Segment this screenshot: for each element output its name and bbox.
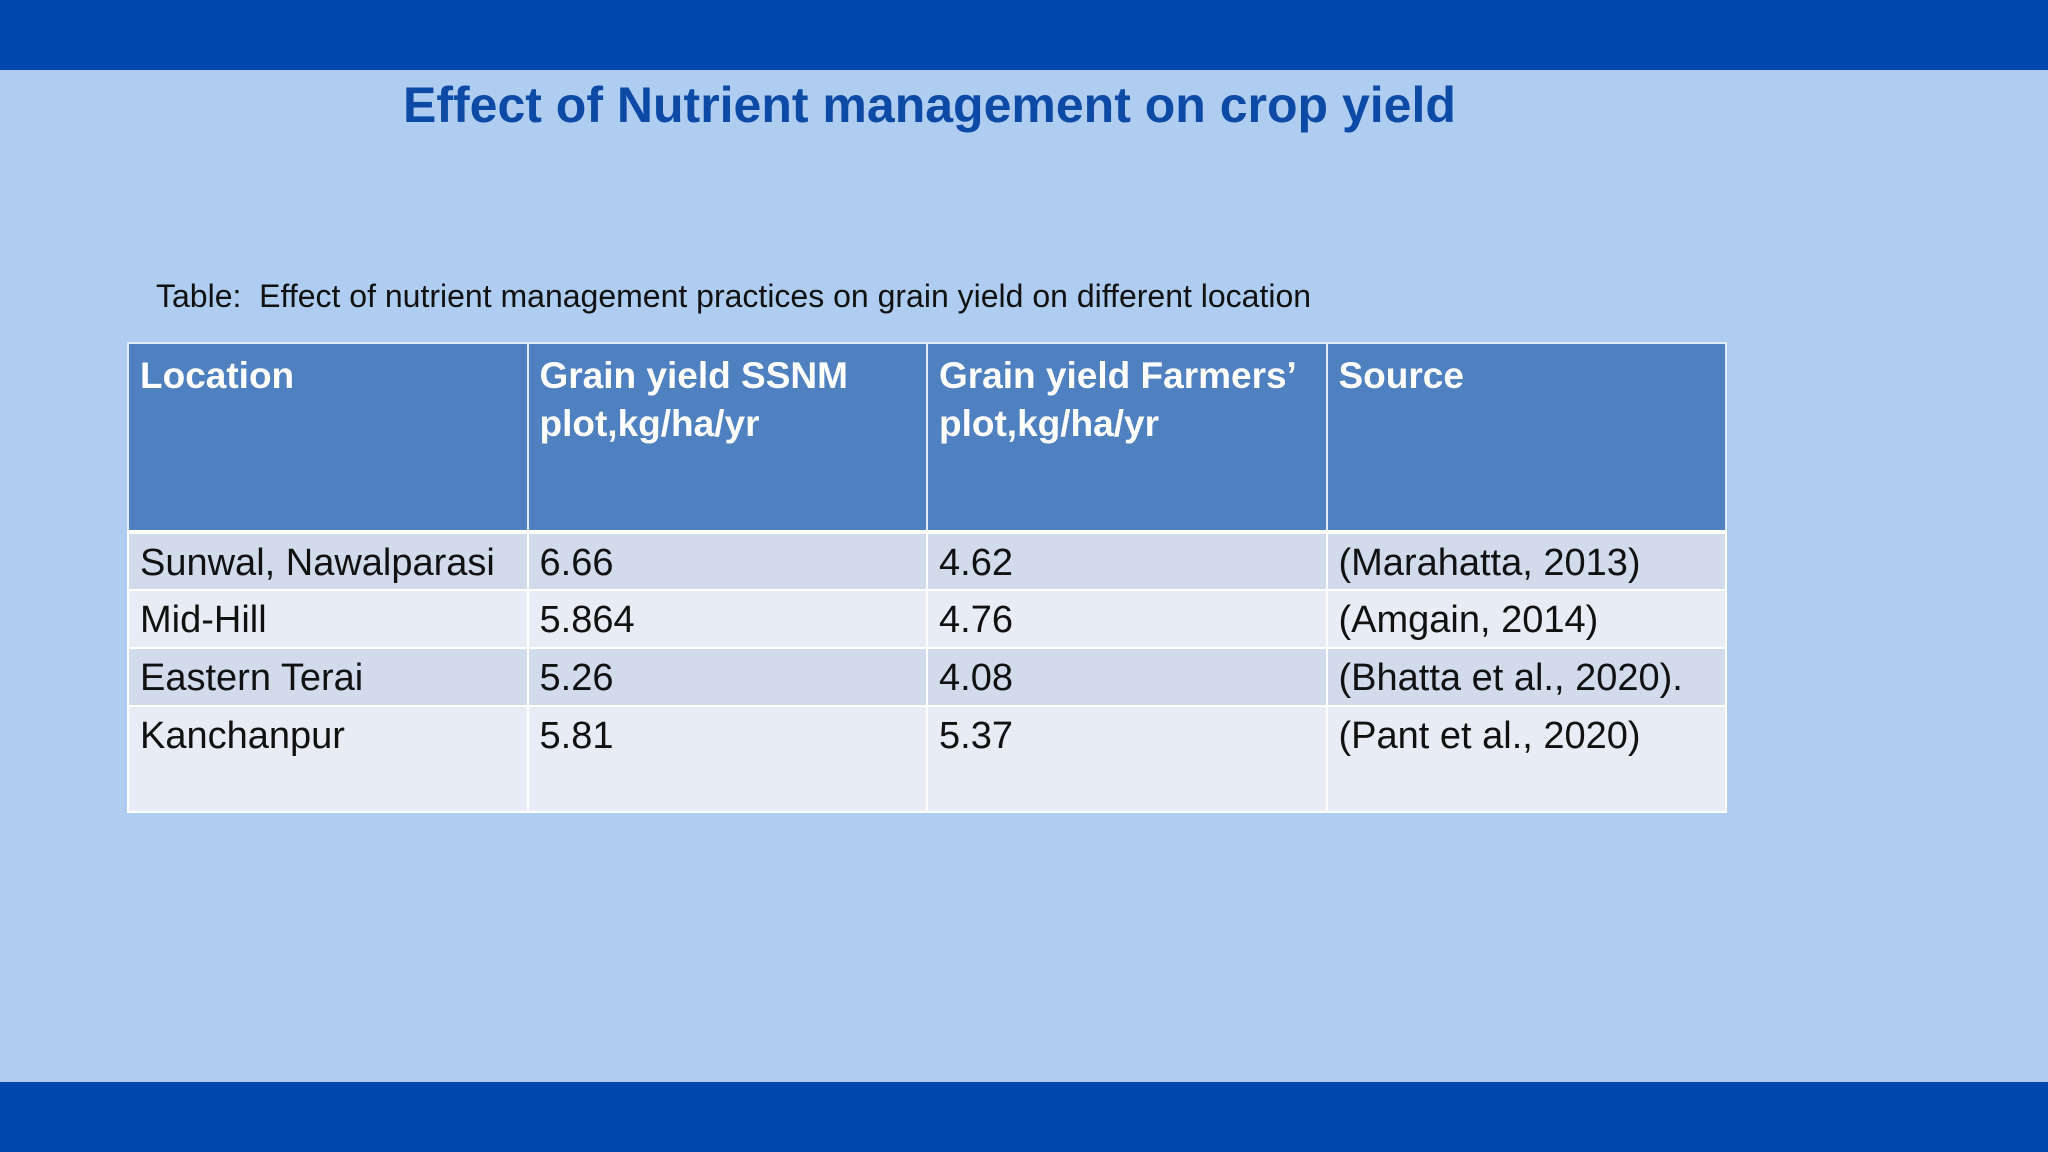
table-header-row: Location Grain yield SSNM plot,kg/ha/yr … [127,342,1727,534]
cell-ssnm-yield: 6.66 [526,531,928,591]
cell-source: (Bhatta et al., 2020). [1325,647,1727,707]
cell-farmers-yield: 4.62 [926,531,1328,591]
cell-ssnm-yield: 5.81 [526,705,928,813]
cell-location: Mid-Hill [127,589,529,649]
yield-table: Location Grain yield SSNM plot,kg/ha/yr … [127,342,1727,813]
table-row: Kanchanpur 5.81 5.37 (Pant et al., 2020) [127,705,1727,813]
header-location: Location [127,342,529,534]
header-ssnm-yield: Grain yield SSNM plot,kg/ha/yr [526,342,928,534]
cell-location: Eastern Terai [127,647,529,707]
cell-source: (Marahatta, 2013) [1325,531,1727,591]
header-farmers-yield: Grain yield Farmers’ plot,kg/ha/yr [926,342,1328,534]
slide-title: Effect of Nutrient management on crop yi… [403,77,1456,133]
cell-farmers-yield: 5.37 [926,705,1328,813]
cell-ssnm-yield: 5.864 [526,589,928,649]
cell-location: Kanchanpur [127,705,529,813]
header-source: Source [1325,342,1727,534]
bottom-bar [0,1082,2048,1152]
top-bar [0,0,2048,70]
cell-farmers-yield: 4.76 [926,589,1328,649]
cell-source: (Amgain, 2014) [1325,589,1727,649]
table-row: Eastern Terai 5.26 4.08 (Bhatta et al., … [127,647,1727,707]
cell-ssnm-yield: 5.26 [526,647,928,707]
cell-location: Sunwal, Nawalparasi [127,531,529,591]
table-row: Sunwal, Nawalparasi 6.66 4.62 (Marahatta… [127,531,1727,591]
cell-farmers-yield: 4.08 [926,647,1328,707]
table-caption: Table: Effect of nutrient management pra… [156,278,1312,314]
cell-source: (Pant et al., 2020) [1325,705,1727,813]
table-row: Mid-Hill 5.864 4.76 (Amgain, 2014) [127,589,1727,649]
